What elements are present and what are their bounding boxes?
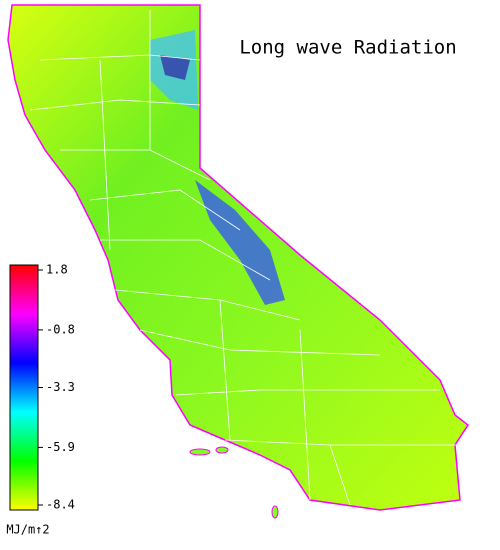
color-bar-label: -3.3 (46, 380, 75, 394)
color-bar (9, 264, 39, 511)
sierra-cold-zone (150, 30, 285, 305)
county-lines (29, 10, 460, 506)
color-bar-label: -0.8 (46, 322, 75, 336)
color-bar-label: -8.4 (46, 498, 75, 512)
color-bar-label: 1.8 (46, 263, 68, 277)
california-outline (7, 4, 470, 511)
color-bar-unit: MJ/m↑2 (6, 523, 49, 537)
map-title: Long wave Radiation (239, 37, 456, 59)
channel-islands (189, 446, 279, 519)
color-bar-label: -5.9 (46, 440, 75, 454)
